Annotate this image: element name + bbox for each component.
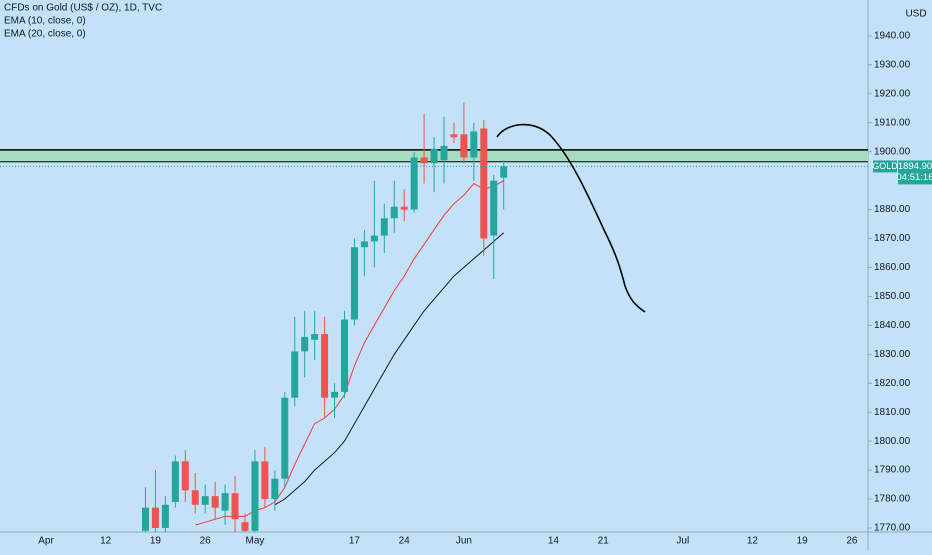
x-tick-label: Jul: [676, 536, 689, 547]
y-tick-label: 1810.00: [874, 407, 911, 418]
candle-body: [171, 461, 179, 502]
y-tick-label: 1820.00: [874, 378, 911, 389]
candle-body: [380, 218, 388, 236]
candle-body: [430, 148, 438, 164]
x-tick-label: 21: [598, 536, 610, 547]
price-tag: [898, 160, 932, 185]
y-tick-label: 1870.00: [874, 233, 911, 244]
x-tick-label: 26: [200, 536, 212, 547]
candle-body: [281, 397, 289, 479]
candle-body: [460, 134, 468, 158]
x-tick-label: 12: [747, 536, 759, 547]
symbol-tag: [873, 160, 897, 173]
candle-body: [191, 490, 199, 505]
x-tick-label: 26: [846, 536, 858, 547]
candle-body: [480, 128, 488, 239]
y-tick-label: 1920.00: [874, 88, 911, 99]
x-tick-label: May: [245, 536, 264, 547]
candle-body: [261, 461, 269, 500]
candle-body: [350, 247, 358, 320]
candle-body: [341, 319, 348, 392]
candle-body: [211, 496, 219, 508]
y-tick-label: 1770.00: [874, 523, 911, 534]
legend-entry: EMA (10, close, 0): [4, 16, 86, 27]
x-tick-label: 12: [100, 536, 112, 547]
y-tick-label: 1840.00: [874, 320, 911, 331]
x-tick-label: 19: [797, 536, 809, 547]
candle-body: [221, 493, 229, 511]
candle-body: [331, 391, 339, 398]
candle-body: [241, 522, 249, 531]
y-tick-label: 1850.00: [874, 291, 911, 302]
plot-area: [0, 102, 868, 532]
candle-body: [231, 493, 239, 520]
candle-body: [450, 134, 458, 138]
countdown-label: 04:51:16: [897, 172, 932, 183]
candle-body: [360, 241, 368, 248]
candle-body: [420, 157, 428, 164]
y-tick-label: 1940.00: [874, 31, 911, 42]
candle-body: [490, 180, 498, 236]
x-tick-label: Apr: [38, 536, 54, 547]
candle-body: [440, 145, 448, 161]
x-tick-label: 19: [150, 536, 162, 547]
ema-line: [274, 232, 505, 506]
x-tick-label: 24: [399, 536, 411, 547]
y-tick-label: 1880.00: [874, 204, 911, 215]
candle-body: [181, 461, 189, 491]
currency-label: USD: [905, 9, 926, 20]
candle-body: [400, 206, 408, 210]
candle-body: [301, 336, 309, 352]
y-tick-label: 1930.00: [874, 59, 911, 70]
y-tick-label: 1830.00: [874, 349, 911, 360]
y-tick-label: 1860.00: [874, 262, 911, 273]
candle-body: [151, 507, 159, 528]
x-tick-label: 14: [548, 536, 560, 547]
candle-body: [321, 334, 329, 398]
x-tick-label: Jun: [456, 536, 472, 547]
x-tick-label: 17: [349, 536, 361, 547]
hand-drawn-projection: [496, 123, 646, 313]
candle-body: [500, 166, 508, 178]
candle-body: [291, 351, 299, 398]
candle-body: [271, 478, 279, 500]
y-tick-label: 1800.00: [874, 436, 911, 447]
candle-body: [370, 235, 378, 242]
y-tick-label: 1790.00: [874, 465, 911, 476]
legend-entry: EMA (20, close, 0): [4, 29, 86, 40]
price-tag-label: 1894.90: [898, 161, 932, 172]
y-tick-label: 1900.00: [874, 146, 911, 157]
chart-title: CFDs on Gold (US$ / OZ), 1D, TVC: [4, 3, 162, 14]
candle-body: [390, 206, 398, 219]
candle-body: [251, 461, 259, 531]
candle-body: [161, 504, 169, 528]
symbol-tag-label: GOLD: [872, 161, 898, 171]
ema-line: [195, 180, 504, 526]
candle-body: [201, 496, 209, 505]
y-tick-label: 1780.00: [874, 494, 911, 505]
candle-body: [311, 334, 319, 340]
candle-body: [142, 507, 149, 531]
y-tick-label: 1910.00: [874, 117, 911, 128]
candle-body: [470, 131, 478, 158]
candle-body: [410, 157, 418, 210]
